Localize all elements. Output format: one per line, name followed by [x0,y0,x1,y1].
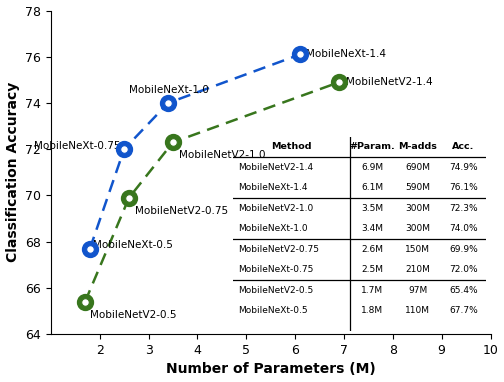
Point [125,195,133,201]
Text: MobileNeXt-0.5: MobileNeXt-0.5 [93,240,173,250]
Text: MobileNeXt-0.75: MobileNeXt-0.75 [34,141,120,151]
Text: MobileNeXt-1.0: MobileNeXt-1.0 [129,85,209,95]
Point [296,52,304,58]
Point [86,246,94,252]
Point [81,299,89,305]
Point [164,100,172,106]
Point [335,79,343,85]
Point [169,139,177,146]
Text: MobileNetV2-0.75: MobileNetV2-0.75 [135,206,228,215]
Point [164,100,172,106]
Point [81,299,89,305]
Text: MobileNetV2-1.4: MobileNetV2-1.4 [346,77,433,87]
X-axis label: Number of Parameters (M): Number of Parameters (M) [166,363,375,376]
Point [296,52,304,58]
Point [335,79,343,85]
Point [120,146,128,152]
Text: MobileNetV2-0.5: MobileNetV2-0.5 [90,309,176,319]
Y-axis label: Classification Accuracy: Classification Accuracy [6,82,20,262]
Point [120,146,128,152]
Point [86,246,94,252]
Text: MobileNeXt-1.4: MobileNeXt-1.4 [306,50,386,60]
Point [169,139,177,146]
Text: MobileNetV2-1.0: MobileNetV2-1.0 [179,150,265,160]
Point [125,195,133,201]
